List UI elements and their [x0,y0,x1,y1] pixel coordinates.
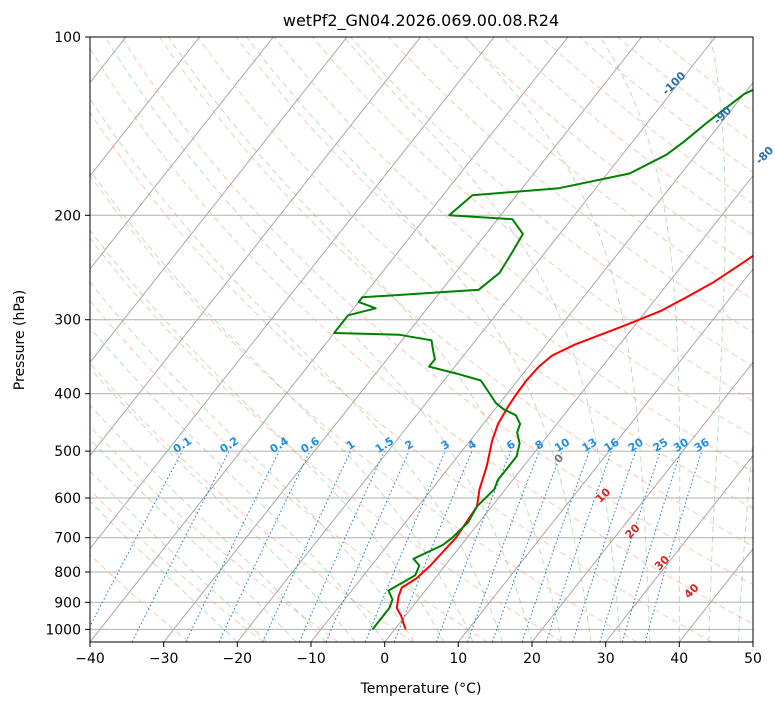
mixing-ratio-line [545,450,612,642]
isotherm-line [384,174,753,642]
isotherm-line [605,454,753,642]
dry-adiabat-line [540,37,753,204]
dry-adiabat-line [617,37,753,143]
chart-title: wetPf2_GN04.2026.069.00.08.R24 [283,11,559,31]
moist-adiabat-line [708,37,726,642]
y-tick-label: 900 [54,595,81,611]
dewpoint-profile-line [333,88,753,631]
y-axis-label: Pressure (hPa) [12,290,28,390]
x-tick-label: 40 [670,651,688,667]
dry-adiabat-line [273,37,753,437]
dry-adiabat-line [312,37,753,402]
y-tick-label: 200 [54,208,81,224]
mixing-ratio-line [644,450,703,642]
moist-adiabat-line [737,434,753,642]
x-tick-label: 20 [523,651,541,667]
x-tick-label: −30 [149,651,179,667]
dry-adiabat-line [579,37,753,173]
moist-adiabat-line [90,169,474,642]
moist-adiabat-line [90,326,386,642]
mixing-ratio-line [298,450,385,642]
profile-lines [333,88,753,631]
mixing-ratio-line [599,450,661,642]
moist-adiabat-line [90,500,238,642]
dry-adiabat-line [90,237,563,642]
moist-adiabat-line [465,37,651,642]
dry-adiabat-line [388,37,753,334]
y-tick-label: 800 [54,565,81,581]
y-tick-label: 400 [54,387,81,403]
dry-adiabat-line [90,425,339,642]
mixing-ratio-line [521,450,590,642]
x-tick-label: 50 [744,651,762,667]
isotherm-line [90,37,274,270]
dry-adiabat-line [90,299,488,642]
mixing-ratio-line [185,450,280,642]
y-tick-label: 500 [54,444,81,460]
isotherm-line [90,37,348,364]
isotherm-line [457,268,753,642]
isotherm-line [163,37,642,642]
isotherm-line [531,361,753,642]
isotherm-line [90,37,421,457]
dry-adiabat-line [197,37,753,510]
mixing-ratio-line [262,450,352,642]
x-axis-label: Temperature (°C) [360,681,482,697]
dry-adiabat-line [121,37,753,586]
moist-adiabat-line [90,97,503,642]
moist-adiabat-line [246,37,592,642]
x-tick-label: −20 [223,651,253,667]
isotherm-line [752,641,753,642]
x-tick-label: 0 [380,651,389,667]
x-tick-label: 30 [597,651,615,667]
temperature-profile-line [395,254,753,630]
moist-adiabat-line [104,37,533,642]
dry-adiabat-line [235,37,753,473]
dry-adiabat-line [90,111,712,642]
dry-adiabat-line [350,37,753,368]
x-tick-label: 10 [449,651,467,667]
moist-adiabat-line [90,470,268,642]
isotherm-line [90,37,495,550]
isotherm-line [90,37,569,642]
background-grid [90,37,753,642]
dry-adiabat-line [502,37,753,236]
plot-frame [89,36,754,643]
isotherm-line [90,37,200,177]
y-tick-label: 100 [54,30,81,46]
dry-adiabat-label: -80 [753,144,775,167]
mixing-ratio-line [364,450,446,642]
x-tick-label: −10 [296,651,326,667]
y-tick-label: 600 [54,491,81,507]
y-tick-label: 1000 [45,622,81,638]
moist-adiabat-line [343,37,621,642]
mixing-ratio-line [218,450,311,642]
mixing-ratio-line [491,450,563,642]
mixing-ratio-line [572,450,637,642]
y-tick-label: 300 [54,313,81,329]
x-tick-label: −40 [75,651,105,667]
mixing-ratio-line [621,450,682,642]
mixing-ratio-line [325,450,410,642]
isotherm-line [236,37,716,642]
moist-adiabat-line [599,37,681,642]
axes: −40 −30 −20 −10 0 10 20 30 40 50 1000 900 800 700 600 5… [45,30,762,667]
y-tick-label: 700 [54,531,81,547]
